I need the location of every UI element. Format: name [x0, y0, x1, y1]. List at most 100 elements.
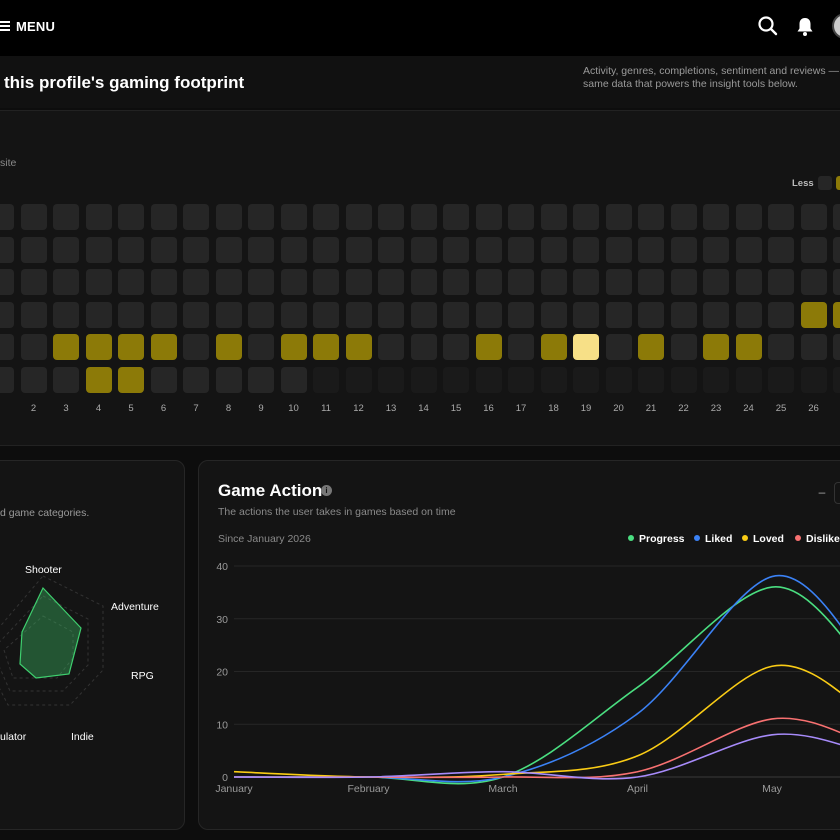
heatmap-cell[interactable] — [540, 236, 567, 263]
heatmap-cell[interactable] — [53, 301, 79, 328]
heatmap-cell[interactable] — [638, 366, 664, 393]
heatmap-cell[interactable] — [410, 269, 437, 295]
heatmap-cell[interactable] — [443, 366, 469, 393]
heatmap-cell[interactable] — [605, 366, 632, 393]
heatmap-cell[interactable] — [118, 204, 144, 230]
heatmap-cell[interactable] — [20, 301, 47, 328]
heatmap-cell[interactable] — [248, 366, 274, 393]
search-icon[interactable] — [756, 14, 782, 40]
heatmap-cell[interactable] — [768, 204, 794, 230]
heatmap-cell[interactable] — [703, 366, 729, 393]
heatmap-cell[interactable] — [20, 366, 47, 393]
heatmap-cell[interactable] — [833, 334, 840, 360]
heatmap-cell[interactable] — [768, 366, 794, 393]
heatmap-cell[interactable] — [215, 236, 242, 263]
heatmap-cell[interactable] — [118, 269, 144, 295]
heatmap-cell[interactable] — [833, 301, 840, 328]
heatmap-cell[interactable] — [20, 204, 47, 230]
heatmap-cell[interactable] — [670, 204, 697, 230]
heatmap-cell[interactable] — [0, 334, 14, 360]
heatmap-cell[interactable] — [150, 366, 177, 393]
heatmap-cell[interactable] — [638, 334, 664, 360]
heatmap-cell[interactable] — [443, 269, 469, 295]
heatmap-cell[interactable] — [150, 236, 177, 263]
heatmap-cell[interactable] — [443, 334, 469, 360]
heatmap-cell[interactable] — [573, 204, 599, 230]
heatmap-cell[interactable] — [475, 301, 502, 328]
heatmap-cell[interactable] — [703, 269, 729, 295]
heatmap-cell[interactable] — [768, 334, 794, 360]
heatmap-cell[interactable] — [215, 366, 242, 393]
heatmap-cell[interactable] — [703, 204, 729, 230]
heatmap-cell[interactable] — [800, 301, 827, 328]
heatmap-cell[interactable] — [410, 236, 437, 263]
heatmap-cell[interactable] — [735, 366, 762, 393]
heatmap-cell[interactable] — [85, 236, 112, 263]
legend-loved[interactable]: Loved — [742, 533, 784, 545]
heatmap-cell[interactable] — [800, 204, 827, 230]
heatmap-cell[interactable] — [475, 269, 502, 295]
heatmap-cell[interactable] — [703, 236, 729, 263]
series-line-liked[interactable] — [234, 574, 840, 783]
heatmap-cell[interactable] — [183, 269, 209, 295]
heatmap-cell[interactable] — [833, 366, 840, 393]
heatmap-cell[interactable] — [53, 204, 79, 230]
heatmap-cell[interactable] — [183, 334, 209, 360]
heatmap-cell[interactable] — [670, 269, 697, 295]
heatmap-cell[interactable] — [735, 236, 762, 263]
series-line-progress[interactable] — [234, 586, 840, 785]
heatmap-cell[interactable] — [0, 301, 14, 328]
heatmap-cell[interactable] — [833, 204, 840, 230]
heatmap-cell[interactable] — [573, 334, 599, 360]
heatmap-cell[interactable] — [768, 269, 794, 295]
legend-progress[interactable]: Progress — [628, 533, 685, 545]
heatmap-cell[interactable] — [735, 301, 762, 328]
legend-disliked[interactable]: Disliked — [795, 533, 840, 545]
heatmap-cell[interactable] — [638, 301, 664, 328]
heatmap-cell[interactable] — [313, 301, 339, 328]
heatmap-cell[interactable] — [573, 301, 599, 328]
menu-button[interactable]: MENU — [0, 14, 55, 38]
heatmap-cell[interactable] — [0, 366, 14, 393]
heatmap-cell[interactable] — [735, 269, 762, 295]
heatmap-cell[interactable] — [345, 269, 372, 295]
heatmap-cell[interactable] — [800, 366, 827, 393]
heatmap-cell[interactable] — [118, 301, 144, 328]
heatmap-cell[interactable] — [540, 301, 567, 328]
heatmap-cell[interactable] — [85, 334, 112, 360]
heatmap-cell[interactable] — [215, 204, 242, 230]
heatmap-cell[interactable] — [85, 269, 112, 295]
heatmap-cell[interactable] — [670, 334, 697, 360]
heatmap-cell[interactable] — [475, 366, 502, 393]
heatmap-cell[interactable] — [280, 236, 307, 263]
bell-icon[interactable] — [792, 14, 818, 40]
heatmap-cell[interactable] — [378, 334, 404, 360]
heatmap-cell[interactable] — [605, 204, 632, 230]
heatmap-cell[interactable] — [768, 301, 794, 328]
heatmap-cell[interactable] — [605, 301, 632, 328]
heatmap-cell[interactable] — [800, 334, 827, 360]
heatmap-cell[interactable] — [85, 366, 112, 393]
heatmap-cell[interactable] — [475, 334, 502, 360]
heatmap-cell[interactable] — [248, 269, 274, 295]
heatmap-cell[interactable] — [313, 204, 339, 230]
heatmap-cell[interactable] — [508, 204, 534, 230]
heatmap-cell[interactable] — [345, 366, 372, 393]
heatmap-cell[interactable] — [508, 269, 534, 295]
heatmap-cell[interactable] — [118, 366, 144, 393]
heatmap-cell[interactable] — [280, 204, 307, 230]
heatmap-cell[interactable] — [443, 204, 469, 230]
heatmap-cell[interactable] — [605, 334, 632, 360]
heatmap-cell[interactable] — [150, 301, 177, 328]
heatmap-cell[interactable] — [508, 236, 534, 263]
heatmap-cell[interactable] — [280, 334, 307, 360]
heatmap-cell[interactable] — [768, 236, 794, 263]
heatmap-cell[interactable] — [670, 301, 697, 328]
heatmap-cell[interactable] — [540, 334, 567, 360]
heatmap-cell[interactable] — [0, 269, 14, 295]
heatmap-cell[interactable] — [475, 204, 502, 230]
heatmap-cell[interactable] — [118, 236, 144, 263]
heatmap-cell[interactable] — [443, 236, 469, 263]
heatmap-cell[interactable] — [85, 301, 112, 328]
heatmap-cell[interactable] — [573, 236, 599, 263]
